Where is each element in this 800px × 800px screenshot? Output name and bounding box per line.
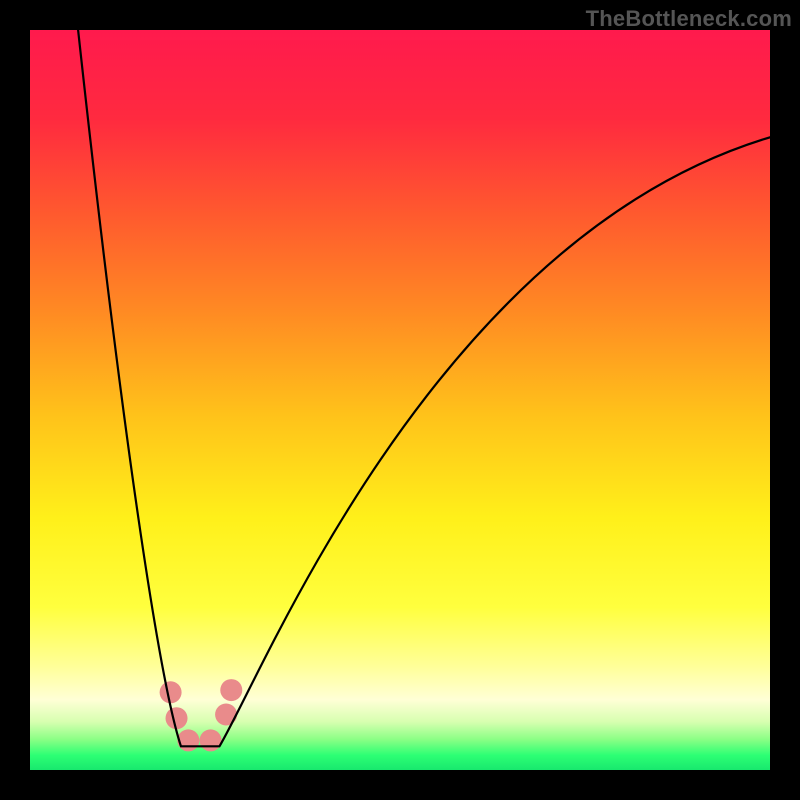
marker-point bbox=[166, 707, 188, 729]
marker-point bbox=[200, 729, 222, 751]
marker-point bbox=[160, 681, 182, 703]
watermark-text: TheBottleneck.com bbox=[586, 6, 792, 32]
marker-point bbox=[215, 704, 237, 726]
figure-root: TheBottleneck.com bbox=[0, 0, 800, 800]
marker-point bbox=[220, 679, 242, 701]
marker-point bbox=[177, 729, 199, 751]
plot-background bbox=[30, 30, 770, 770]
chart-svg bbox=[0, 0, 800, 800]
